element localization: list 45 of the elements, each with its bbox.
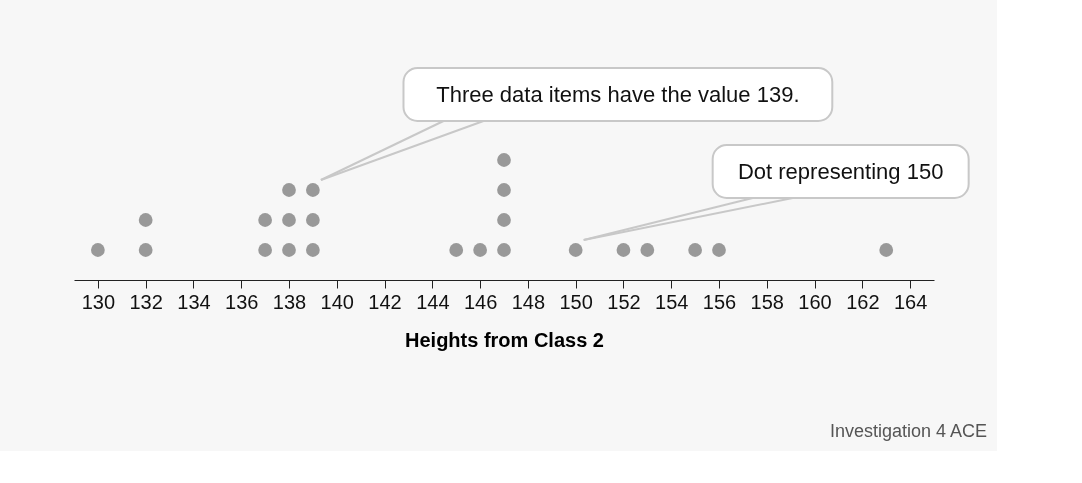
x-axis-title: Heights from Class 2 bbox=[405, 328, 604, 351]
point bbox=[568, 243, 583, 257]
x-tick-label: 142 bbox=[368, 290, 402, 313]
x-tick-label: 146 bbox=[463, 290, 498, 313]
x-tick-label: 160 bbox=[798, 290, 832, 313]
point bbox=[282, 243, 296, 257]
point bbox=[282, 183, 296, 197]
point bbox=[138, 213, 153, 227]
x-tick-label: 130 bbox=[81, 290, 116, 313]
point bbox=[640, 243, 655, 257]
point bbox=[497, 183, 511, 197]
x-tick-label: 140 bbox=[320, 290, 354, 313]
point bbox=[712, 243, 726, 257]
text: Three data items have the value 139. bbox=[436, 82, 800, 107]
annotation: Dot representing 150 bbox=[737, 159, 944, 184]
point bbox=[497, 243, 511, 257]
point bbox=[473, 243, 487, 257]
point bbox=[306, 243, 320, 257]
x-tick-label: 150 bbox=[559, 290, 593, 313]
x-tick-label: 132 bbox=[129, 290, 163, 313]
x-tick-label: 152 bbox=[607, 290, 641, 313]
x-tick-label: 144 bbox=[416, 290, 450, 313]
x-tick-label: 136 bbox=[225, 290, 259, 313]
x-tick-label: 134 bbox=[177, 290, 211, 313]
point bbox=[497, 153, 511, 167]
x-tick-label: 138 bbox=[272, 290, 307, 313]
point bbox=[306, 183, 320, 197]
x-tick-label: 148 bbox=[511, 290, 546, 313]
point bbox=[449, 243, 464, 257]
point bbox=[497, 213, 511, 227]
point bbox=[688, 243, 702, 257]
text: Investigation 4 ACE bbox=[829, 421, 987, 441]
point bbox=[91, 243, 105, 257]
point bbox=[616, 243, 631, 257]
x-tick-label: 164 bbox=[893, 290, 928, 313]
x-tick-label: 154 bbox=[655, 290, 689, 313]
point bbox=[258, 243, 272, 257]
point bbox=[138, 243, 153, 257]
point bbox=[306, 213, 320, 227]
point bbox=[282, 213, 296, 227]
x-tick-label: 162 bbox=[846, 290, 880, 313]
point bbox=[258, 213, 272, 227]
point bbox=[879, 243, 894, 257]
x-tick-label: 158 bbox=[750, 290, 784, 313]
x-tick-label: 156 bbox=[702, 290, 737, 313]
